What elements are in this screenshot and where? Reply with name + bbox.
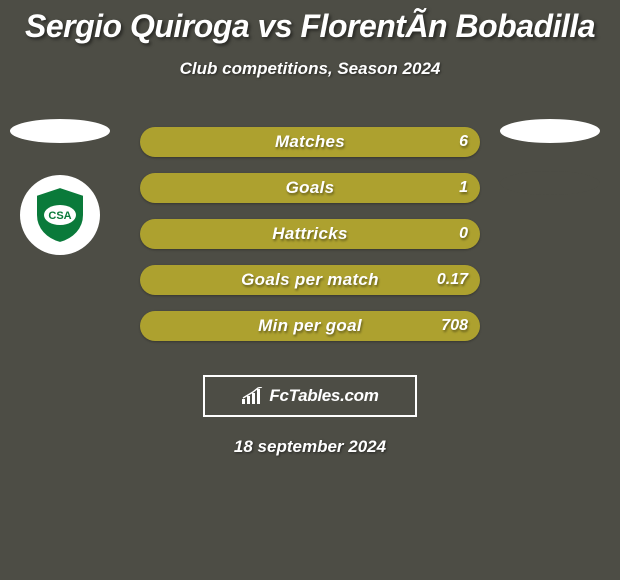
- stat-label: Goals per match: [241, 270, 379, 290]
- page-title: Sergio Quiroga vs FlorentÃ­n Bobadilla: [0, 0, 620, 45]
- footer-date: 18 september 2024: [0, 437, 620, 457]
- stat-row: Hattricks 0: [0, 211, 620, 257]
- stat-bar: Min per goal 708: [140, 311, 480, 341]
- stat-label: Goals: [286, 178, 335, 198]
- stat-value: 0: [459, 225, 468, 243]
- stat-bar: Matches 6: [140, 127, 480, 157]
- footer-brand-text: FcTables.com: [269, 386, 378, 406]
- stat-label: Matches: [275, 132, 345, 152]
- stats-area: CSA Matches6Goals1Hattricks0Goals per ma…: [0, 119, 620, 349]
- stat-value: 0.17: [437, 271, 468, 289]
- chart-icon: [241, 387, 263, 405]
- stat-value: 1: [459, 179, 468, 197]
- page-subtitle: Club competitions, Season 2024: [0, 59, 620, 79]
- stat-bar: Goals per match 0.17: [140, 265, 480, 295]
- stat-value: 708: [441, 317, 468, 335]
- stat-row: Min per goal 708: [0, 303, 620, 349]
- stat-bar: Goals 1: [140, 173, 480, 203]
- stat-row: Matches 6: [0, 119, 620, 165]
- stat-label: Hattricks: [272, 224, 347, 244]
- stat-bar: Hattricks 0: [140, 219, 480, 249]
- stat-row: Goals per match 0.17: [0, 257, 620, 303]
- stat-label: Min per goal: [258, 316, 362, 336]
- stat-row: Goals 1: [0, 165, 620, 211]
- footer-brand-box: FcTables.com: [203, 375, 417, 417]
- stat-value: 6: [459, 133, 468, 151]
